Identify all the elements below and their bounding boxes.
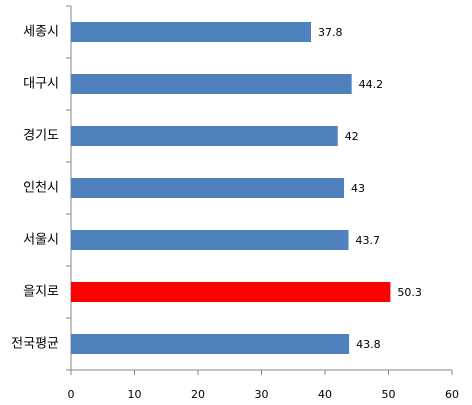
- x-tick-label: 30: [255, 388, 269, 401]
- y-tick-label: 서울시: [23, 233, 59, 248]
- x-tick-label: 60: [445, 388, 459, 401]
- x-tick-label: 50: [382, 388, 396, 401]
- value-label: 37.8: [318, 26, 343, 39]
- bar: [71, 282, 391, 302]
- value-label: 50.3: [397, 286, 422, 299]
- value-label: 43.8: [356, 338, 381, 351]
- bar: [71, 178, 345, 198]
- y-tick-label: 을지로: [23, 285, 59, 300]
- value-label: 44.2: [359, 78, 384, 91]
- x-tick-label: 10: [128, 388, 142, 401]
- bar: [71, 22, 312, 42]
- bar: [71, 126, 338, 146]
- value-label: 43: [351, 182, 365, 195]
- bar: [71, 230, 349, 250]
- x-tick-label: 20: [191, 388, 205, 401]
- bar: [71, 334, 350, 354]
- x-tick-label: 40: [318, 388, 332, 401]
- value-label: 43.7: [355, 234, 380, 247]
- y-tick-label: 세종시: [23, 25, 59, 40]
- y-tick-label: 경기도: [23, 129, 59, 144]
- y-tick-label: 인천시: [23, 181, 59, 196]
- x-tick-label: 0: [68, 388, 75, 401]
- y-tick-label: 전국평균: [11, 337, 59, 352]
- value-label: 42: [345, 130, 359, 143]
- bar: [71, 74, 352, 94]
- y-tick-label: 대구시: [23, 77, 59, 92]
